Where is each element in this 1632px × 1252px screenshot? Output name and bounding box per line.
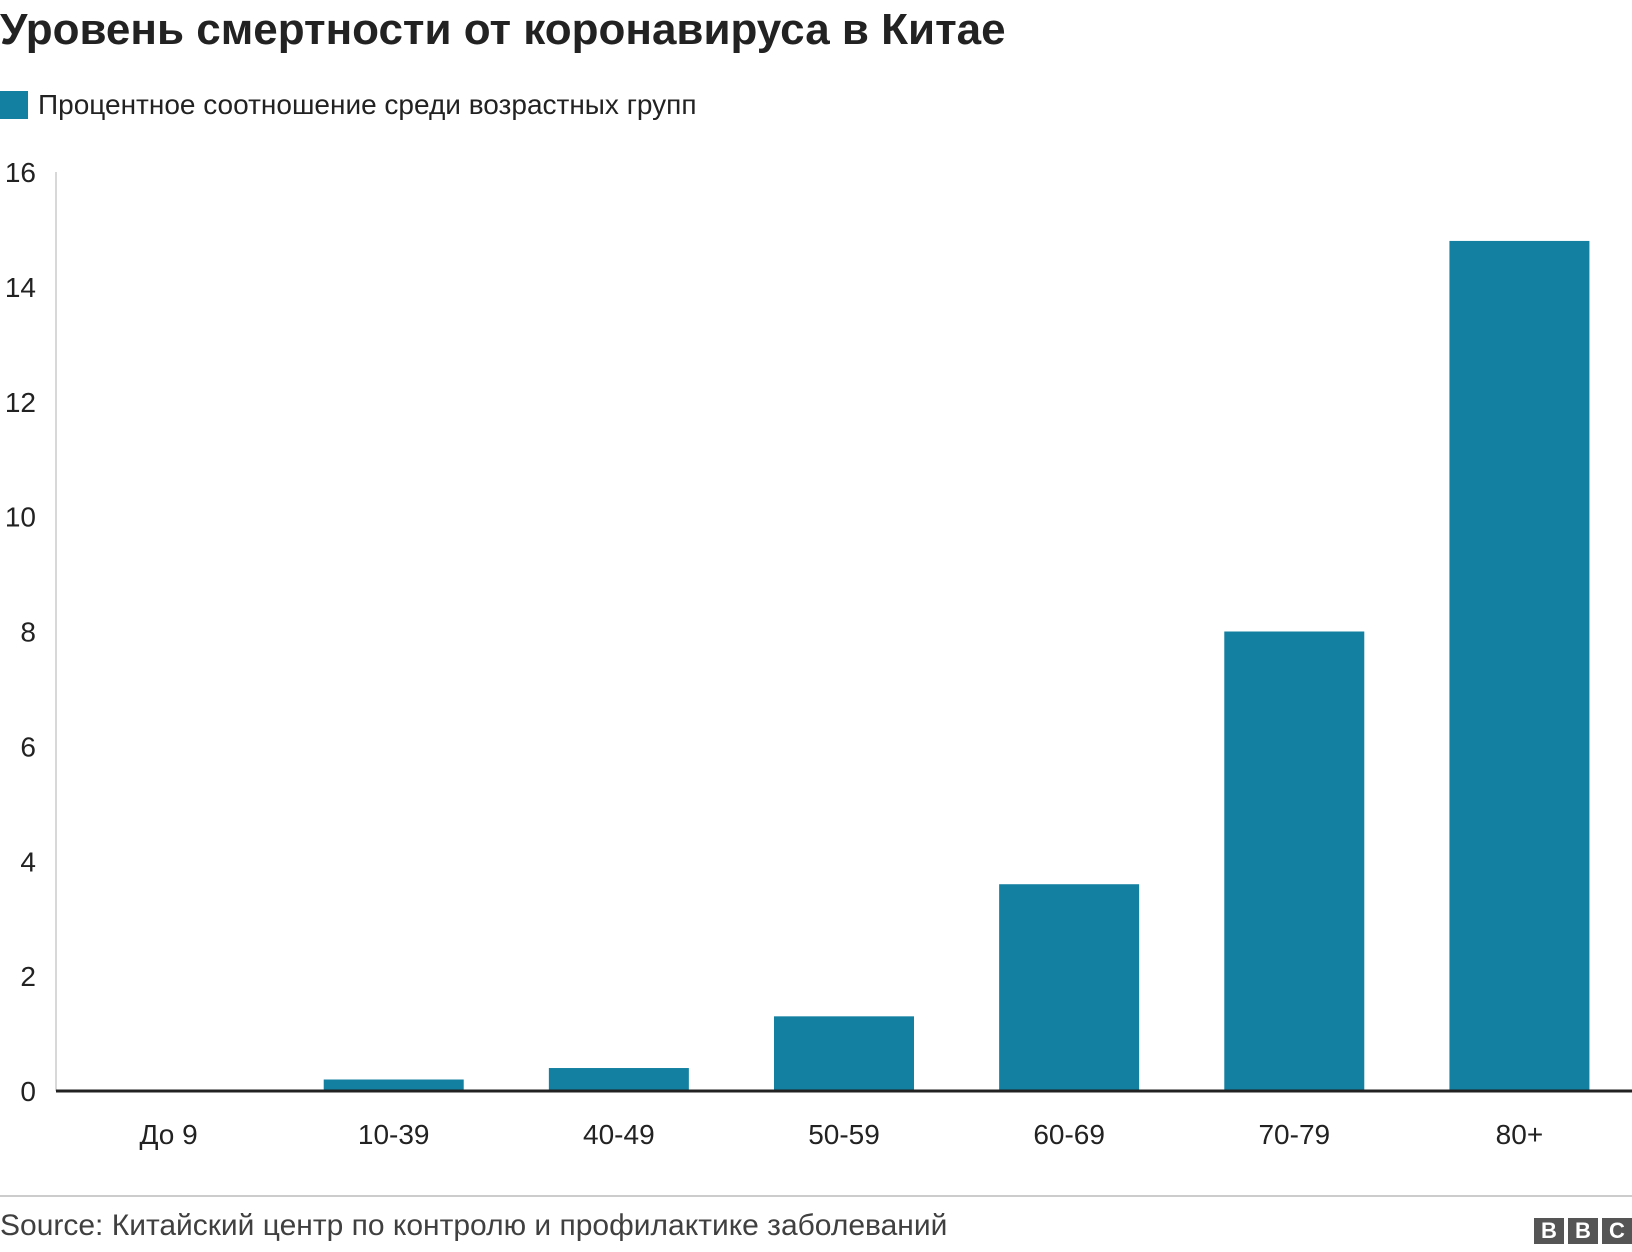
x-axis: До 9 10-39 40-49 50-59 60-69 70-79 80+ (56, 1089, 1632, 1150)
x-tick-label: 80+ (1496, 1119, 1544, 1150)
y-axis: 0 2 4 6 8 10 12 14 16 (5, 157, 57, 1107)
bar-5 (1224, 631, 1365, 1091)
bbc-logo-block-1: B (1534, 1218, 1564, 1244)
chart-title: Уровень смертности от коронавируса в Кит… (0, 5, 1006, 54)
footer-divider (0, 1195, 1632, 1197)
legend-swatch (0, 91, 28, 119)
y-tick-label: 10 (5, 502, 36, 533)
bbc-logo-block-3: C (1602, 1218, 1632, 1244)
bbc-logo: B B C (1534, 1218, 1632, 1244)
x-tick-label: 70-79 (1258, 1119, 1330, 1150)
legend: Процентное соотношение среди возрастных … (0, 89, 697, 120)
legend-label: Процентное соотношение среди возрастных … (38, 89, 697, 120)
x-tick-label: До 9 (139, 1119, 197, 1150)
bar-3 (774, 1016, 914, 1091)
bar-2 (548, 1068, 689, 1091)
bbc-logo-block-2: B (1568, 1218, 1598, 1244)
source-note: Source: Китайский центр по контролю и пр… (0, 1209, 948, 1242)
x-tick-label: 50-59 (808, 1119, 880, 1150)
y-tick-label: 16 (5, 157, 36, 188)
x-tick-label: 10-39 (358, 1119, 430, 1150)
x-tick-label: 40-49 (583, 1119, 655, 1150)
bar-1 (323, 1079, 464, 1091)
y-tick-label: 0 (20, 1076, 36, 1107)
bar-6 (1449, 240, 1590, 1092)
bars (323, 240, 1590, 1092)
y-tick-label: 6 (20, 731, 36, 762)
y-tick-label: 8 (20, 617, 36, 648)
bar-4 (999, 884, 1140, 1091)
y-tick-label: 2 (20, 961, 36, 992)
y-tick-label: 14 (5, 272, 36, 303)
bar-chart: 0 2 4 6 8 10 12 14 16 До 9 10-39 40-49 50-59 60-69 70… (5, 157, 1632, 1150)
y-tick-label: 4 (20, 846, 36, 877)
y-tick-label: 12 (5, 387, 36, 418)
x-tick-label: 60-69 (1033, 1119, 1105, 1150)
